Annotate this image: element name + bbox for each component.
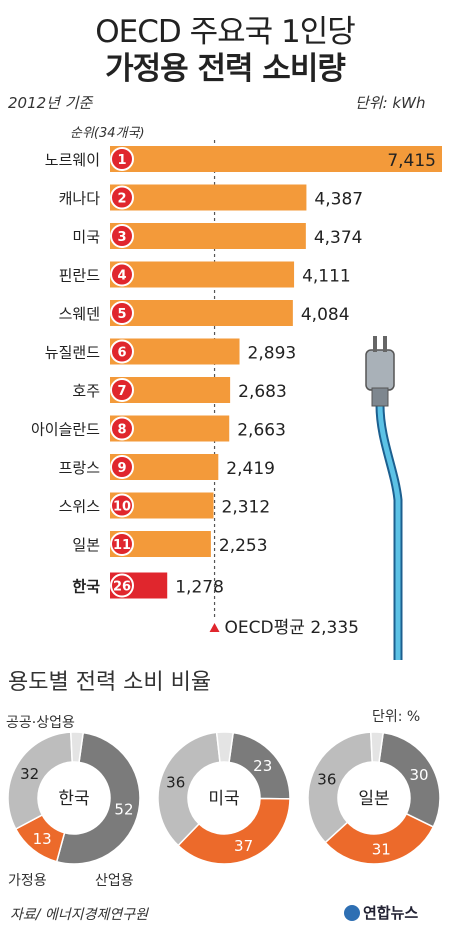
donut-value-label: 31 [372, 840, 391, 858]
rank-header: 순위(34개국) [70, 126, 145, 141]
donut-slice [157, 731, 221, 847]
annotation-industrial: 산업용 [95, 873, 134, 889]
donut-slice [215, 731, 235, 764]
year-note: 2012년 기준 [8, 94, 93, 112]
donut-hole [40, 764, 108, 832]
rank-badge [110, 301, 134, 325]
bar-2 [110, 184, 307, 211]
donut-slice [14, 813, 66, 863]
value-label: 2,663 [237, 421, 286, 441]
category-label: 아이슬란드 [31, 421, 100, 439]
bar-5 [110, 300, 293, 326]
rank-number: 3 [117, 230, 126, 245]
category-label: 미국 [72, 228, 100, 246]
value-label: 7,415 [387, 151, 436, 171]
category-label: 캐나다 [59, 190, 101, 208]
rank-number: 26 [113, 580, 131, 595]
rank-badge [110, 493, 134, 518]
donut-unit: 단위: % [372, 709, 421, 725]
rank-number: 5 [117, 307, 126, 322]
donut-slice [69, 731, 85, 764]
rank-number: 2 [117, 192, 126, 207]
news-logo: 연합뉴스 [344, 902, 418, 923]
rank-badge [110, 224, 134, 248]
value-label: 2,253 [219, 536, 268, 556]
donut-slice [228, 731, 291, 800]
rank-badge [110, 147, 134, 171]
donut-slice [378, 731, 441, 828]
chart-title-line1: OECD 주요국 1인당 [95, 14, 356, 50]
unit-note: 단위: kWh [355, 94, 426, 112]
source-note: 자료/ 에너지경제연구원 [10, 907, 148, 923]
donut-slice [324, 812, 435, 865]
logo-icon [344, 905, 360, 921]
rank-badge [110, 532, 134, 556]
category-label: 스위스 [59, 498, 101, 516]
donut-country-label: 한국 [58, 789, 89, 809]
category-label: 핀란드 [59, 267, 101, 285]
donut-value-label: 13 [33, 830, 52, 848]
rank-number: 8 [117, 423, 126, 438]
value-label: 4,111 [302, 267, 351, 287]
annotation-household: 가정용 [8, 873, 47, 889]
value-label: 4,084 [301, 305, 350, 325]
rank-badge [110, 185, 134, 210]
donut-value-label: 30 [409, 766, 428, 784]
oecd-average-marker [209, 623, 220, 632]
rank-number: 6 [117, 346, 126, 361]
rank-number: 11 [113, 538, 131, 553]
category-label: 한국 [72, 578, 100, 596]
rank-badge [110, 573, 134, 598]
category-label: 뉴질랜드 [45, 344, 100, 362]
donut-value-label: 36 [166, 774, 185, 792]
rank-badge [110, 339, 134, 364]
value-label: 2,312 [222, 498, 271, 518]
annotation-commercial: 공공·상업용 [6, 715, 75, 731]
donut-value-label: 36 [317, 771, 336, 789]
donut-value-label: 23 [253, 757, 272, 775]
rank-badge [110, 378, 134, 402]
value-label: 1,278 [175, 578, 224, 598]
donut-value-label: 37 [234, 837, 253, 855]
oecd-average-label: OECD평균 2,335 [225, 618, 359, 638]
bar-3 [110, 223, 306, 249]
rank-number: 10 [113, 500, 131, 515]
rank-badge [110, 416, 134, 441]
value-label: 2,893 [248, 344, 297, 364]
value-label: 2,419 [226, 459, 275, 479]
plug-illustration [365, 336, 403, 660]
category-label: 호주 [72, 382, 100, 400]
chart-title-line2: 가정용 전력 소비량 [105, 51, 346, 87]
donut-slice [55, 731, 141, 865]
donut-hole [340, 764, 408, 832]
donut-slice [369, 731, 385, 764]
donut-section-title: 용도별 전력 소비 비율 [8, 670, 212, 695]
donut-hole [190, 764, 258, 832]
value-label: 4,374 [314, 228, 363, 248]
rank-number: 1 [117, 153, 126, 168]
logo-text: 연합뉴스 [363, 904, 419, 922]
bar-4 [110, 261, 295, 288]
donut-slice [7, 731, 74, 830]
rank-number: 9 [117, 461, 126, 476]
category-label: 일본 [72, 536, 100, 554]
donut-country-label: 일본 [358, 789, 389, 809]
category-label: 프랑스 [59, 459, 101, 477]
value-label: 2,683 [238, 382, 287, 402]
rank-badge [110, 455, 134, 479]
donut-value-label: 32 [20, 765, 39, 783]
value-label: 4,387 [314, 190, 363, 210]
rank-badge [110, 262, 134, 287]
category-label: 노르웨이 [45, 151, 100, 169]
donut-slice [307, 731, 374, 844]
rank-number: 4 [117, 269, 126, 284]
donut-country-label: 미국 [208, 789, 239, 809]
rank-number: 7 [117, 384, 126, 399]
bar-1 [110, 146, 442, 172]
donut-slice [177, 797, 291, 865]
donut-value-label: 52 [114, 800, 133, 818]
category-label: 스웨덴 [59, 305, 100, 323]
bar-chart: OECD평균 2,335 노르웨이 1 7,415 캐나다 2 4,387 미국 3 4,374 핀… [31, 140, 442, 660]
